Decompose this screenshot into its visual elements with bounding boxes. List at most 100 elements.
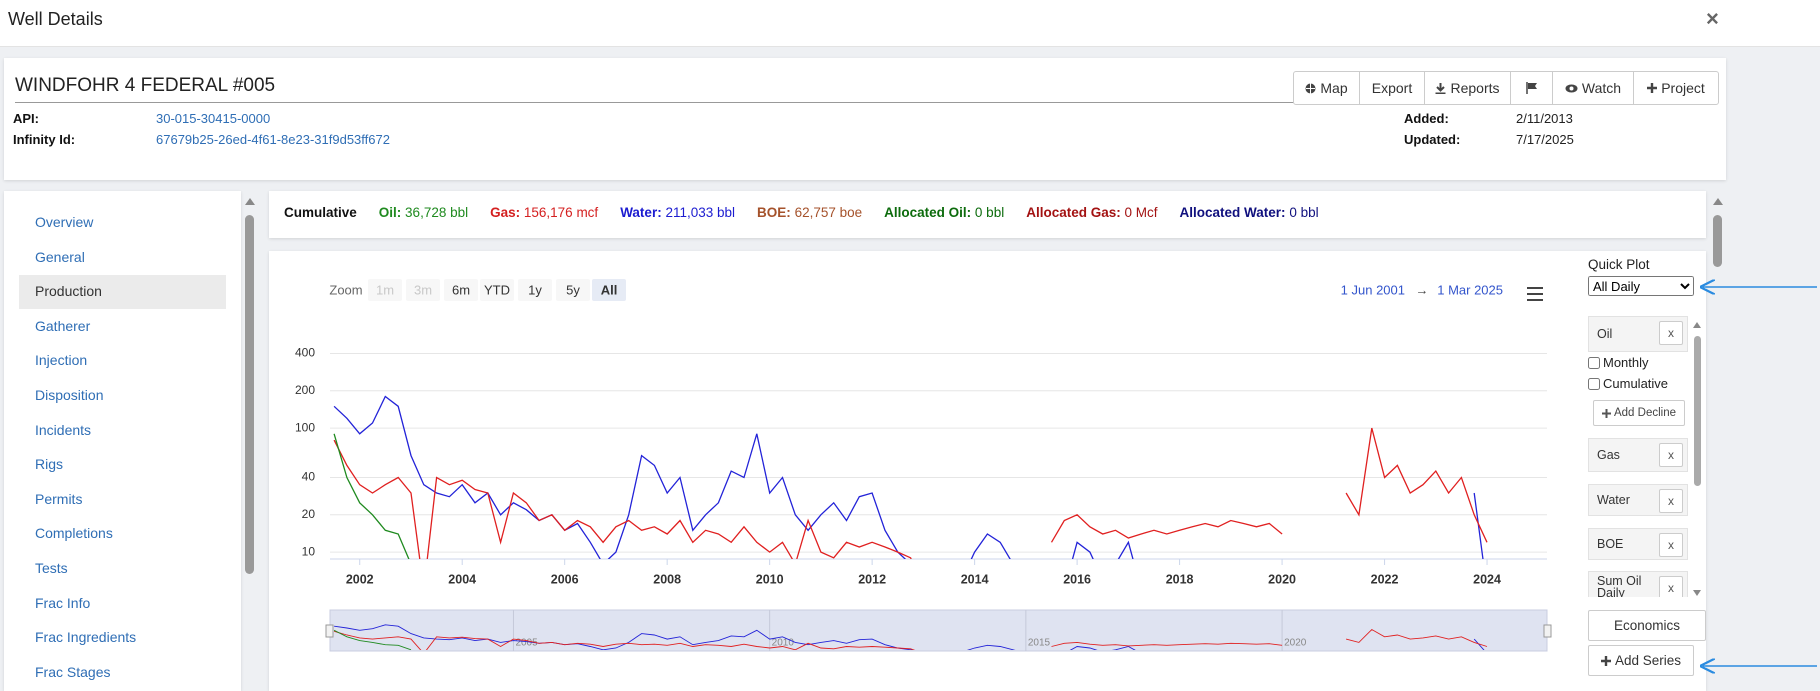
- remove-button[interactable]: x: [1659, 533, 1683, 557]
- title-rule: [15, 102, 1715, 103]
- cumulative-item: Gas: 156,176 mcf: [490, 205, 598, 220]
- modal-header: Well Details ×: [0, 0, 1820, 47]
- well-card: WINDFOHR 4 FEDERAL #005 Map Export Repor…: [4, 58, 1726, 180]
- globe-icon: [1305, 83, 1316, 93]
- list-scroll-down[interactable]: [1693, 590, 1701, 596]
- list-scrollbar[interactable]: [1694, 336, 1701, 486]
- series-list: Oil x Gas x Water x BOE x Sum Oil Daily x Monthly C…: [1586, 313, 1692, 597]
- scroll-up-arrow[interactable]: [1713, 198, 1723, 205]
- cumulative-item-value: 62,757 boe: [794, 205, 863, 220]
- watch-button[interactable]: Watch: [1553, 72, 1634, 104]
- option-label: Cumulative: [1603, 376, 1669, 391]
- cumulative-item-value: 0 bbl: [1289, 205, 1319, 220]
- option-checkbox[interactable]: [1588, 377, 1600, 390]
- cumulative-item: Oil: 36,728 bbl: [379, 205, 468, 220]
- nav-item[interactable]: Overview: [35, 214, 94, 230]
- button-label: Export: [1371, 80, 1413, 96]
- cumulative-item-label: Allocated Gas:: [1026, 205, 1121, 220]
- modal-title: Well Details: [8, 9, 103, 29]
- cumulative-item: Allocated Water: 0 bbl: [1180, 205, 1319, 220]
- add-series-button[interactable]: Add Series: [1588, 645, 1694, 676]
- remove-button[interactable]: x: [1659, 576, 1683, 597]
- chart-card: [269, 251, 1706, 691]
- nav-item[interactable]: Frac Stages: [35, 663, 111, 680]
- cumulative-item-label: Allocated Oil:: [884, 205, 972, 220]
- series-name: Gas: [1597, 448, 1620, 462]
- economics-button[interactable]: Economics: [1588, 610, 1706, 641]
- date-label: Added:: [1404, 111, 1449, 126]
- nav-scrollbar[interactable]: [245, 215, 254, 574]
- flag-icon: [1525, 82, 1537, 94]
- nav-item[interactable]: Completions: [35, 525, 113, 542]
- cumulative-row: Cumulative Oil: 36,728 bbl Gas: 156,176 m…: [284, 205, 1319, 220]
- project-button[interactable]: Project: [1634, 72, 1718, 104]
- button-label: Economics: [1613, 618, 1681, 633]
- series-item: Oil x: [1588, 316, 1688, 352]
- nav-item[interactable]: Frac Info: [35, 594, 91, 611]
- option-checkbox[interactable]: [1588, 356, 1600, 369]
- flag-button[interactable]: [1511, 72, 1553, 104]
- cumulative-item: BOE: 62,757 boe: [757, 205, 862, 220]
- cumulative-item-label: Allocated Water:: [1179, 205, 1286, 220]
- button-label: Project: [1661, 80, 1705, 96]
- series-item: Sum Oil Daily x: [1588, 571, 1688, 597]
- nav-item[interactable]: Gatherer: [35, 317, 91, 334]
- nav-item[interactable]: Permits: [35, 490, 83, 507]
- nav-item[interactable]: Frac Ingredients: [35, 629, 137, 646]
- nav-item[interactable]: Incidents: [35, 421, 92, 438]
- nav-item[interactable]: Disposition: [35, 387, 104, 403]
- nav-item[interactable]: General: [35, 248, 85, 265]
- date-value: 2/11/2013: [1516, 111, 1573, 126]
- plus-icon: [1600, 655, 1611, 666]
- close-button[interactable]: ×: [1706, 6, 1719, 31]
- page-scrollbar[interactable]: [1713, 215, 1722, 267]
- field-label: API:: [13, 111, 39, 126]
- well-name: WINDFOHR 4 FEDERAL #005: [15, 75, 276, 96]
- quick-plot-label: Quick Plot: [1588, 257, 1650, 272]
- list-scroll-up[interactable]: [1693, 322, 1701, 328]
- series-item: Water x: [1588, 484, 1688, 516]
- reports-button[interactable]: Reports: [1425, 72, 1511, 104]
- remove-button[interactable]: x: [1659, 489, 1683, 513]
- map-button[interactable]: Map: [1294, 72, 1360, 104]
- field-value[interactable]: 67679b25-26ed-4f61-8e23-31f9d53ff672: [156, 132, 390, 147]
- field-value[interactable]: 30-015-30415-0000: [156, 111, 271, 126]
- cumulative-item: Allocated Gas: 0 Mcf: [1026, 205, 1157, 220]
- cumulative-item-value: 36,728 bbl: [405, 205, 469, 220]
- button-label: Add Decline: [1613, 407, 1676, 419]
- cumulative-item-label: BOE:: [757, 205, 791, 220]
- cumulative-item-label: Water:: [620, 205, 662, 220]
- export-button[interactable]: Export: [1360, 72, 1425, 104]
- cumulative-item-value: 0 bbl: [974, 205, 1005, 220]
- download-icon: [1435, 82, 1446, 94]
- plus-icon: [1601, 408, 1611, 418]
- button-label: Watch: [1581, 80, 1622, 96]
- quick-plot-select[interactable]: All Daily: [1588, 276, 1694, 296]
- series-name: Sum Oil Daily: [1597, 574, 1642, 597]
- add-decline-button[interactable]: Add Decline: [1593, 400, 1685, 426]
- eye-icon: [1565, 84, 1578, 92]
- nav-item[interactable]: Tests: [35, 560, 68, 576]
- date-label: Updated:: [1404, 132, 1461, 147]
- cumulative-item: Allocated Oil: 0 bbl: [884, 205, 1004, 220]
- cumulative-label: Cumulative: [284, 205, 357, 220]
- nav-item[interactable]: Production: [35, 283, 102, 300]
- button-group: Map Export Reports Watch Project: [1293, 71, 1719, 105]
- series-name: BOE: [1597, 537, 1624, 551]
- series-name: Oil: [1597, 327, 1613, 341]
- cumulative-item: Water: 211,033 bbl: [620, 205, 735, 220]
- series-item: BOE x: [1588, 528, 1688, 560]
- plus-shape: [1601, 408, 1611, 418]
- remove-button[interactable]: x: [1659, 443, 1683, 467]
- scroll-up-arrow[interactable]: [245, 198, 255, 205]
- cumulative-bar: Cumulative Oil: 36,728 bbl Gas: 156,176 m…: [269, 191, 1706, 238]
- nav-item[interactable]: Injection: [35, 352, 88, 369]
- option-row: Monthly: [1588, 355, 1649, 370]
- remove-button[interactable]: x: [1659, 321, 1683, 345]
- option-row: Cumulative: [1588, 376, 1668, 391]
- nav-item[interactable]: Rigs: [35, 456, 64, 473]
- button-label: Map: [1320, 80, 1348, 96]
- series-item: Gas x: [1588, 438, 1688, 472]
- cumulative-item-value: 0 Mcf: [1124, 205, 1158, 220]
